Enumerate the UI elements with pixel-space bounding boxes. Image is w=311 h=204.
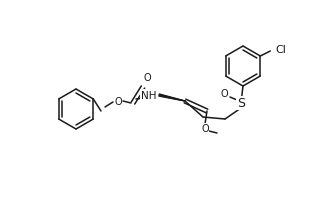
Text: O: O [143,73,151,83]
Text: O: O [201,123,209,133]
Text: Cl: Cl [275,45,286,55]
Text: NH: NH [141,91,156,101]
Text: O: O [220,89,228,99]
Text: O: O [114,96,122,106]
Text: S: S [237,97,245,110]
